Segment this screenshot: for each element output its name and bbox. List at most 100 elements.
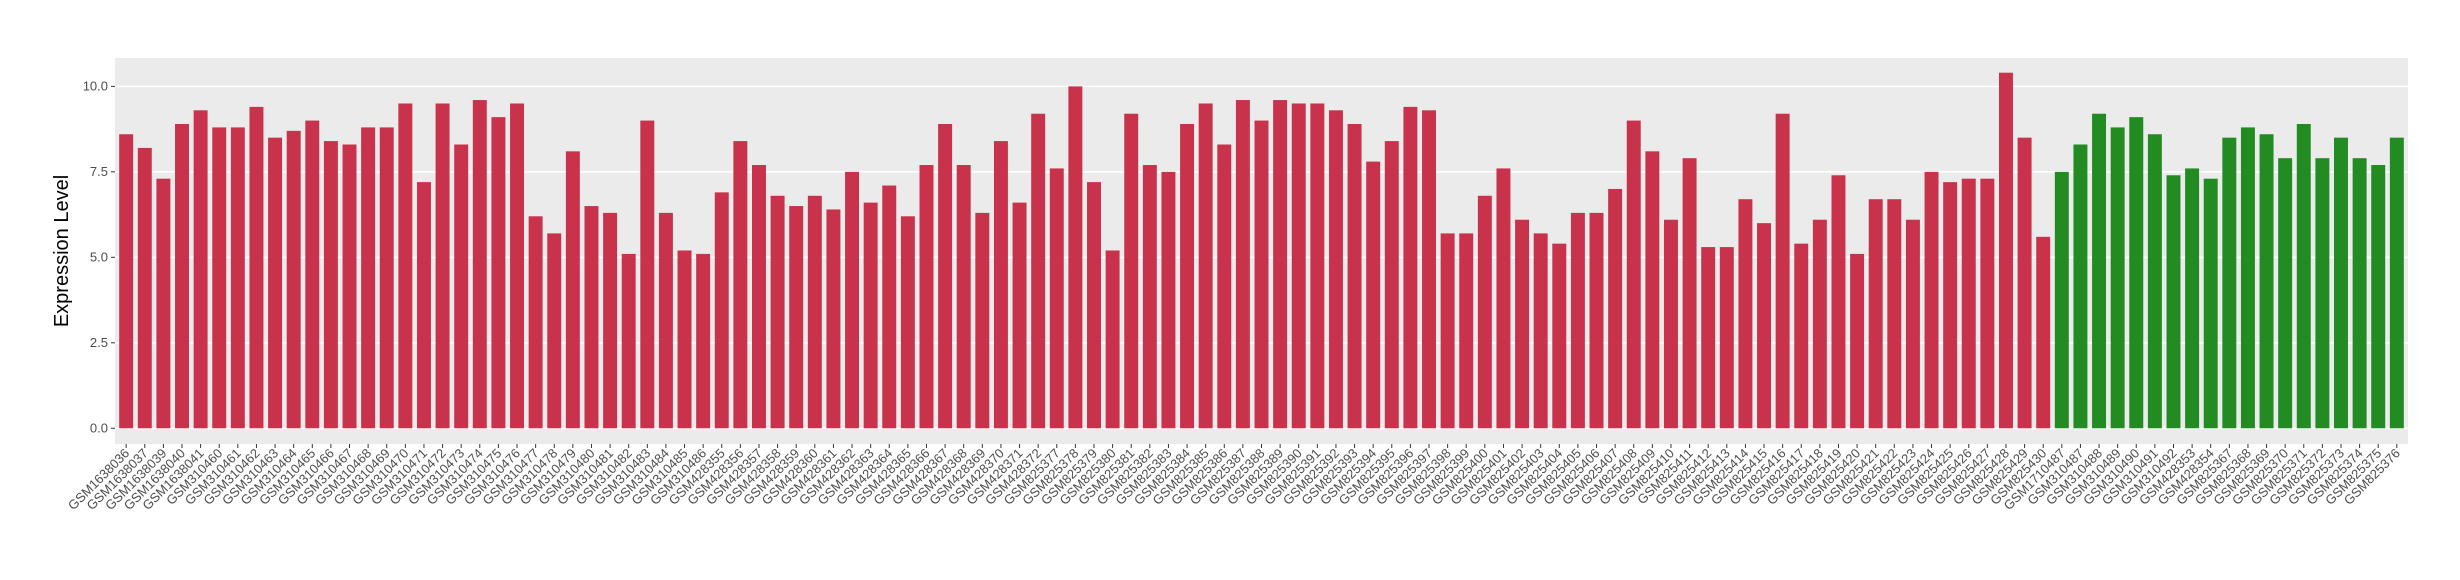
y-axis-title: Expression Level — [51, 175, 73, 327]
bar — [1961, 178, 1976, 429]
bar — [2129, 117, 2144, 429]
bar — [193, 110, 208, 429]
bar — [1459, 233, 1474, 429]
bar — [1738, 199, 1753, 429]
bar — [472, 100, 487, 429]
bar — [119, 134, 134, 429]
bar — [342, 144, 357, 429]
bar — [1347, 123, 1362, 429]
bar — [305, 120, 320, 429]
bar — [230, 127, 245, 429]
bar — [751, 165, 766, 429]
bar — [2240, 127, 2255, 429]
bar — [175, 123, 189, 429]
bar — [1887, 199, 1902, 429]
bar — [1999, 72, 2013, 429]
bar — [1198, 103, 1213, 429]
bar — [1868, 199, 1883, 429]
bar — [1719, 247, 1734, 429]
bar — [2352, 158, 2367, 429]
bar — [323, 141, 338, 429]
bar — [733, 141, 748, 429]
bar — [398, 103, 413, 429]
bar — [2110, 127, 2125, 429]
bar — [640, 120, 655, 429]
bar — [2054, 171, 2069, 429]
bar — [938, 123, 953, 429]
bar — [2259, 134, 2274, 429]
bar — [1403, 106, 1418, 429]
bar — [919, 165, 934, 429]
bar — [156, 178, 171, 429]
bar — [1142, 165, 1157, 429]
bar — [900, 216, 915, 429]
bar — [1068, 86, 1083, 429]
y-tick-label: 0.0 — [90, 420, 108, 435]
bar — [212, 127, 227, 429]
bar — [2185, 168, 2200, 429]
bar — [1533, 233, 1548, 429]
bar — [1943, 182, 1958, 429]
bar — [1031, 113, 1046, 429]
bar — [1794, 243, 1809, 429]
y-tick-label: 5.0 — [90, 249, 108, 264]
bar — [1161, 171, 1176, 429]
bar — [1608, 188, 1623, 429]
bar — [1291, 103, 1306, 429]
bar — [658, 212, 673, 429]
bar — [1515, 219, 1530, 429]
y-tick-label: 2.5 — [90, 335, 108, 350]
bar — [510, 103, 524, 429]
bar — [1087, 182, 1101, 429]
bar — [1235, 100, 1250, 429]
bar — [1477, 195, 1492, 429]
bar — [2334, 137, 2348, 429]
bar — [2315, 158, 2330, 429]
bar — [993, 141, 1008, 429]
bar — [603, 212, 618, 429]
bar — [1105, 250, 1120, 429]
bar — [379, 127, 394, 429]
bar — [1012, 202, 1027, 429]
bar — [1328, 110, 1343, 429]
bar — [2166, 175, 2181, 429]
bar — [677, 250, 692, 429]
bar — [2389, 137, 2404, 429]
bar — [249, 106, 264, 429]
bar — [863, 202, 878, 429]
bar — [1701, 247, 1716, 429]
bar — [789, 206, 804, 429]
bar — [1440, 233, 1455, 429]
y-tick-label: 7.5 — [90, 164, 108, 179]
bar — [956, 165, 971, 429]
bar — [1626, 120, 1641, 429]
bar — [1589, 212, 1604, 429]
bar — [1905, 219, 1920, 429]
bar — [2278, 158, 2293, 429]
bar — [491, 117, 506, 429]
bar — [826, 209, 841, 429]
bar — [1924, 171, 1939, 429]
bar — [1366, 161, 1381, 429]
bar — [547, 233, 562, 429]
bar — [1124, 113, 1139, 429]
bar — [416, 182, 431, 429]
bar — [1812, 219, 1827, 429]
bar — [1552, 243, 1567, 429]
bar — [882, 185, 897, 429]
bar — [1273, 100, 1288, 429]
bar — [1645, 151, 1660, 429]
bar — [2147, 134, 2162, 429]
bar — [268, 137, 283, 429]
y-tick-label: 10.0 — [83, 78, 108, 93]
bar — [1180, 123, 1195, 429]
bar — [2222, 137, 2237, 429]
bar — [2203, 178, 2218, 429]
bar — [770, 195, 785, 429]
bar — [528, 216, 543, 429]
bar — [2296, 123, 2311, 429]
bar — [454, 144, 469, 429]
bar — [1980, 178, 1995, 429]
